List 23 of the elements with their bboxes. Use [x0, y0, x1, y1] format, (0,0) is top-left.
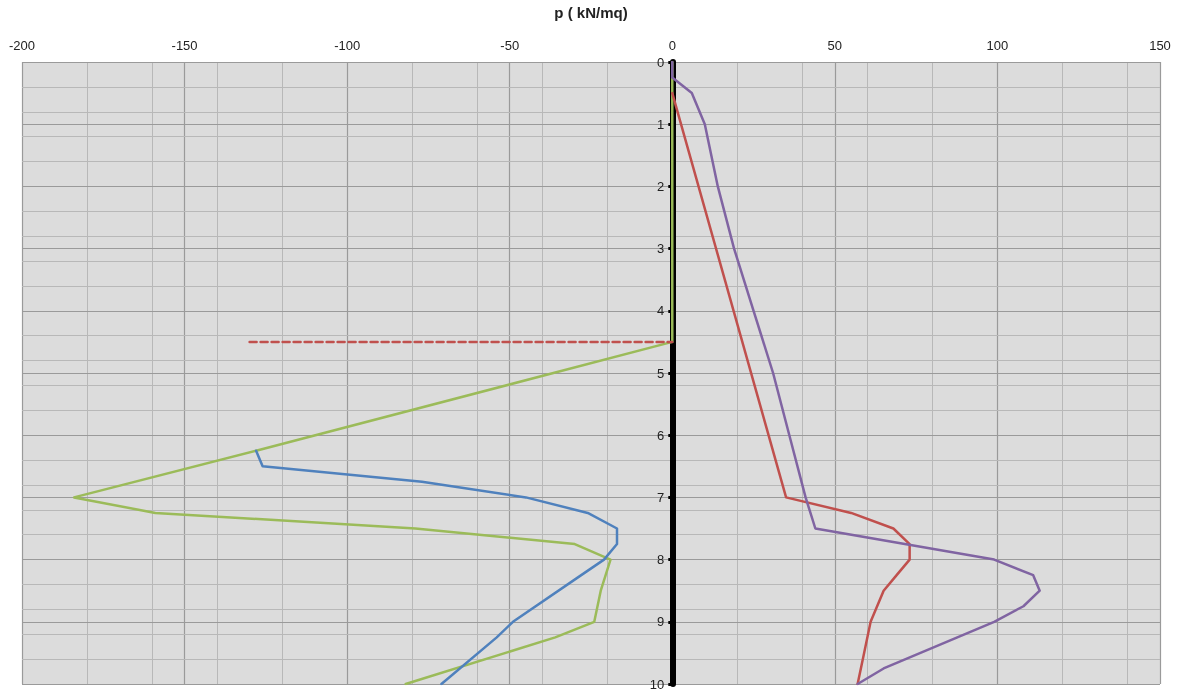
x-tick-label: -200	[8, 38, 36, 53]
x-tick-label: -150	[171, 38, 198, 53]
x-tick-label: -100	[334, 38, 361, 53]
x-tick-label: 100	[986, 38, 1009, 53]
line-series	[671, 91, 911, 686]
x-axis-title: p ( kN/mq)	[554, 4, 628, 21]
y-tick-label: 1	[657, 116, 665, 132]
y-tick-label: 4	[657, 303, 665, 319]
y-tick-label: 5	[657, 365, 665, 381]
y-tick-label: 2	[657, 178, 665, 194]
y-tick-label: 10	[649, 676, 665, 692]
line-series	[671, 60, 1041, 686]
x-tick-label: 50	[827, 38, 843, 53]
x-tick-label: 0	[668, 38, 676, 53]
y-tick-label: 0	[657, 54, 665, 70]
x-tick-label: 150	[1149, 38, 1171, 53]
x-tick-label: -50	[500, 38, 520, 53]
y-tick-label: 7	[657, 489, 665, 505]
y-tick-label: 9	[657, 614, 665, 630]
y-tick-label: 8	[657, 552, 665, 568]
line-series	[254, 449, 619, 686]
y-tick-label: 3	[657, 241, 665, 257]
y-tick-label: 6	[657, 427, 665, 443]
